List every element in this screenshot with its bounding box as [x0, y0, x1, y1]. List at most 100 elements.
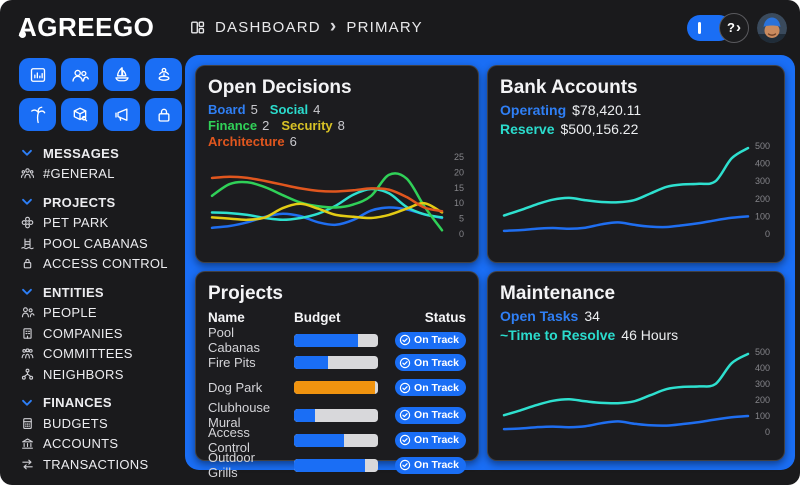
sidebar-item-neighbors[interactable]: NEIGHBORS [19, 364, 185, 385]
chevron-right-icon: › [735, 19, 741, 36]
open-decisions-legend: Board 5 Social 4 Finance 2 Security 8 Architectu… [208, 101, 466, 149]
od-chart-svg: 25 20 15 10 5 0 [210, 152, 464, 239]
quick-people-button[interactable] [61, 58, 98, 91]
item-label: COMMITTEES [43, 346, 133, 362]
budget-bar [294, 356, 378, 369]
palm-tree-icon [30, 106, 45, 123]
project-name: Dog Park [208, 380, 263, 395]
pool-ladder-icon [19, 236, 35, 251]
section-label: MESSAGES [43, 145, 120, 161]
status-badge[interactable]: On Track [395, 431, 466, 449]
toggle-indicator [698, 21, 701, 34]
status-badge[interactable]: On Track [395, 379, 466, 396]
quick-palm-button[interactable] [19, 98, 56, 131]
package-icon [73, 107, 87, 121]
chevron-down-icon [19, 285, 35, 299]
series-open-tasks-trend [502, 414, 750, 431]
svg-text:400: 400 [755, 363, 770, 373]
budget-bar-fill [294, 381, 375, 394]
projects-rows: Pool Cabanas On Track Fire Pits On Track Dog… [208, 325, 466, 480]
project-name: Pool Cabanas [208, 325, 261, 355]
panel-title: Open Decisions [208, 77, 352, 98]
project-name: Outdoor Grills [208, 450, 255, 480]
budget-bar-fill [294, 356, 328, 369]
projects-table-header: Name Budget Status [208, 310, 466, 325]
bank-icon [19, 436, 35, 451]
item-label: COMPANIES [43, 325, 123, 341]
legend-value: 4 [313, 101, 321, 117]
item-label: PEOPLE [43, 305, 97, 321]
check-circle-icon [399, 382, 411, 393]
project-row: Pool Cabanas On Track [208, 325, 466, 355]
quick-swimmer-button[interactable] [145, 58, 182, 91]
sidebar-item-pool-cabanas[interactable]: POOL CABANAS [19, 233, 185, 254]
section-label: FINANCES [43, 395, 112, 411]
budget-bar [294, 408, 378, 422]
open-decisions-chart: 25 20 15 10 5 0 [208, 149, 466, 252]
lock-icon [19, 256, 35, 271]
sidebar-item-general[interactable]: #GENERAL [19, 164, 185, 185]
stat-line: Operating $78,420.11 [500, 100, 772, 119]
svg-text:300: 300 [755, 379, 770, 389]
sidebar-section-messages[interactable]: MESSAGES [19, 143, 185, 164]
item-label: ACCESS CONTROL [43, 256, 168, 272]
project-name: Access Control [208, 425, 250, 455]
status-badge[interactable]: On Track [395, 354, 466, 371]
project-row: Clubhouse Mural On Track [208, 400, 466, 430]
legend-value: 2 [262, 117, 270, 133]
stat-value: $500,156.22 [560, 120, 639, 137]
svg-text:15: 15 [454, 183, 464, 193]
status-badge[interactable]: On Track [395, 456, 466, 474]
sidebar-item-committees[interactable]: COMMITTEES [19, 344, 185, 365]
status-badge[interactable]: On Track [395, 331, 466, 349]
quick-megaphone-button[interactable] [103, 98, 140, 131]
quick-lock-button[interactable] [145, 98, 182, 131]
help-button[interactable]: ? › [719, 12, 749, 43]
svg-text:10: 10 [454, 198, 464, 208]
stat-line: Reserve $500,156.22 [500, 119, 772, 138]
sidebar-section-finances[interactable]: FINANCES [19, 393, 185, 414]
quick-report-button[interactable] [19, 58, 56, 91]
budget-bar-fill [294, 408, 315, 422]
panel-title: Bank Accounts [500, 77, 638, 98]
sidebar-section-entities[interactable]: ENTITIES [19, 282, 185, 303]
projects-panel: Projects Name Budget Status Pool Cabanas… [195, 271, 479, 480]
svg-text:500: 500 [755, 141, 770, 151]
series-security [210, 201, 444, 222]
app-logo: AGREEGO [0, 12, 185, 43]
item-label: BUDGETS [43, 415, 108, 431]
breadcrumb-section[interactable]: DASHBOARD [215, 19, 321, 36]
chevron-down-icon [19, 195, 35, 209]
stat-label: ~Time to Resolve [500, 326, 616, 343]
quick-package-button[interactable] [61, 98, 98, 131]
user-avatar[interactable] [757, 12, 787, 43]
sidebar-item-access-control[interactable]: ACCESS CONTROL [19, 254, 185, 275]
budget-bar [294, 381, 378, 394]
sidebar-item-companies[interactable]: COMPANIES [19, 323, 185, 344]
sidebar-item-pet-park[interactable]: PET PARK [19, 213, 185, 234]
svg-text:200: 200 [755, 194, 770, 204]
status-badge[interactable]: On Track [395, 406, 466, 424]
series-operating [502, 215, 750, 233]
quick-sailboat-button[interactable] [103, 58, 140, 91]
legend-label: Architecture [208, 133, 285, 149]
clover-icon [19, 215, 35, 230]
project-status-cell: On Track [388, 331, 466, 349]
dashboard-grid-icon [189, 19, 206, 36]
status-badge-label: On Track [414, 434, 459, 446]
legend-item: Board 5 [208, 102, 258, 117]
panel-title: Projects [208, 283, 283, 304]
project-name: Clubhouse Mural [208, 400, 271, 430]
maintenance-chart: 500 400 300 200 100 0 [500, 344, 772, 450]
project-row: Fire Pits On Track [208, 350, 466, 375]
calculator-icon [19, 416, 35, 431]
sidebar-item-transactions[interactable]: TRANSACTIONS [19, 454, 185, 475]
sidebar-section-projects[interactable]: PROJECTS [19, 192, 185, 213]
sidebar-item-accounts[interactable]: ACCOUNTS [19, 434, 185, 455]
svg-text:100: 100 [755, 211, 770, 221]
breadcrumb-page[interactable]: PRIMARY [346, 19, 423, 36]
sidebar-item-people[interactable]: PEOPLE [19, 303, 185, 324]
sidebar-item-budgets[interactable]: BUDGETS [19, 413, 185, 434]
item-label: #GENERAL [43, 166, 115, 182]
maintenance-panel: Maintenance Open Tasks 34 ~Time to Resolve… [487, 271, 785, 461]
